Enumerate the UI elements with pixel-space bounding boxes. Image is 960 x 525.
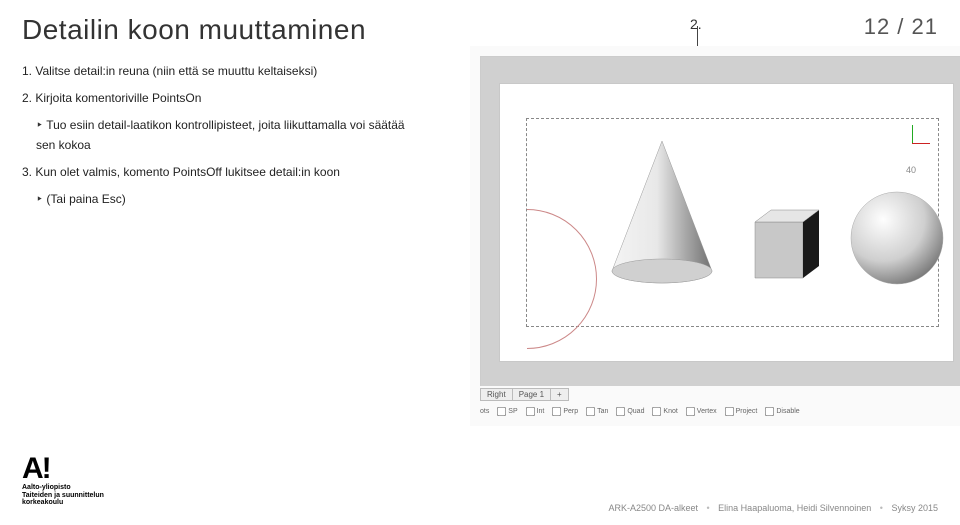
osnap-knot[interactable] xyxy=(652,407,661,416)
cube-object xyxy=(747,204,827,284)
aalto-mark: A! xyxy=(22,452,104,486)
page-title: Detailin koon muuttaminen xyxy=(22,14,366,46)
viewport: 40 xyxy=(480,56,960,386)
detail-frame[interactable]: 40 xyxy=(526,118,939,327)
osnap-quad[interactable] xyxy=(616,407,625,416)
uni-line2: Taiteiden ja suunnittelun xyxy=(22,492,104,500)
osnap-int-label: Int xyxy=(537,408,545,415)
layout-tabs[interactable]: RightPage 1+ xyxy=(480,388,568,404)
osnap-perp[interactable] xyxy=(552,407,561,416)
tab-add[interactable]: + xyxy=(550,388,569,401)
osnap-quad-label: Quad xyxy=(627,408,644,415)
cone-object xyxy=(607,136,717,286)
tab-right[interactable]: Right xyxy=(480,388,513,401)
osnap-project[interactable] xyxy=(725,407,734,416)
osnap-perp-label: Perp xyxy=(563,408,578,415)
osnap-vertex[interactable] xyxy=(686,407,695,416)
layout-page: 40 xyxy=(499,83,954,362)
uni-line1: Aalto-yliopisto xyxy=(22,484,104,492)
authors: Elina Haapaluoma, Heidi Silvennoinen xyxy=(718,503,871,513)
sphere-object xyxy=(847,188,947,288)
step-2: 2. Kirjoita komentoriville PointsOn xyxy=(22,89,422,108)
footer-meta: ARK-A2500 DA-alkeet • Elina Haapaluoma, … xyxy=(608,503,938,513)
term: Syksy 2015 xyxy=(891,503,938,513)
osnap-knot-label: Knot xyxy=(663,408,677,415)
osnap-sp[interactable] xyxy=(497,407,506,416)
osnap-disable[interactable] xyxy=(765,407,774,416)
rendered-objects xyxy=(527,119,938,326)
separator-icon: • xyxy=(707,503,710,513)
tab-page1[interactable]: Page 1 xyxy=(512,388,551,401)
page-number: 12 / 21 xyxy=(864,14,938,40)
course-code: ARK-A2500 DA-alkeet xyxy=(608,503,698,513)
osnap-int[interactable] xyxy=(526,407,535,416)
aalto-logo: A! Aalto-yliopisto Taiteiden ja suunnitt… xyxy=(22,452,104,507)
osnap-disable-label: Disable xyxy=(776,408,799,415)
osnap-project-label: Project xyxy=(736,408,758,415)
instructions-column: 1. Valitse detail:in reuna (niin että se… xyxy=(22,62,422,217)
uni-line3: korkeakoulu xyxy=(22,499,104,507)
osnap-tan[interactable] xyxy=(586,407,595,416)
callout-number: 2. xyxy=(690,16,702,32)
osnap-tan-label: Tan xyxy=(597,408,608,415)
step-2-bullet: Tuo esiin detail-laatikon kontrollipiste… xyxy=(36,116,422,154)
osnap-vertex-label: Vertex xyxy=(697,408,717,415)
osnap-statusbar[interactable]: ots SP Int Perp Tan Quad Knot Vertex Pro… xyxy=(480,405,804,418)
rhino-screenshot: 40 xyxy=(470,46,960,426)
step-3-bullet: (Tai paina Esc) xyxy=(36,190,422,209)
osnap-sp-label: SP xyxy=(508,408,517,415)
step-1: 1. Valitse detail:in reuna (niin että se… xyxy=(22,62,422,81)
separator-icon: • xyxy=(880,503,883,513)
step-3: 3. Kun olet valmis, komento PointsOff lu… xyxy=(22,163,422,182)
